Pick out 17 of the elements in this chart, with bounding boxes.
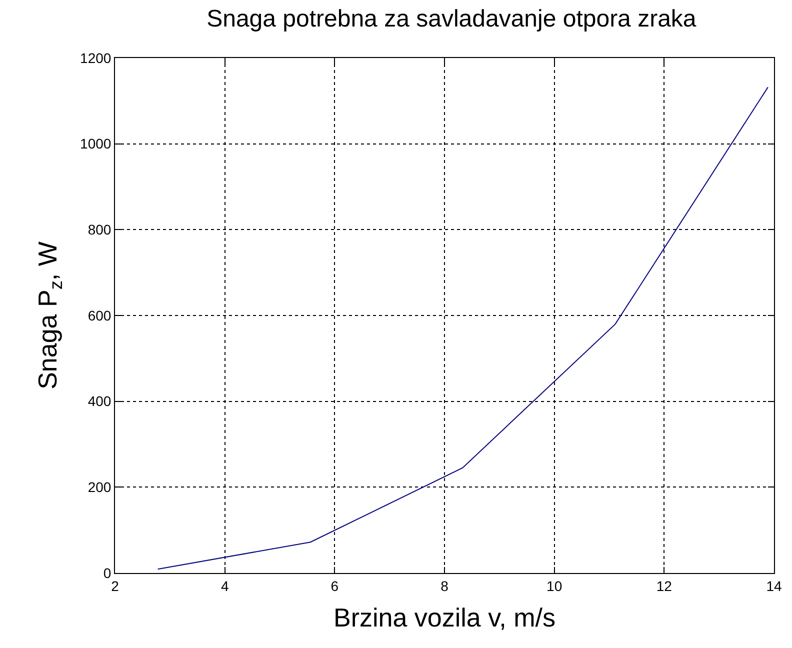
y-tick-label: 600: [88, 307, 112, 324]
x-tick-label: 14: [766, 578, 782, 594]
y-tick-label: 0: [103, 564, 112, 581]
line-series: [157, 86, 768, 570]
chart-title: Snaga potrebna za savladavanje otpora zraka: [206, 6, 697, 33]
y-tick-label: 1200: [80, 50, 112, 66]
y-tick-label: 1000: [80, 136, 112, 152]
x-tick-label: 4: [220, 578, 229, 594]
x-tick-label: 6: [330, 578, 339, 594]
x-tick-label: 10: [546, 578, 562, 594]
y-tick-label: 200: [88, 479, 112, 496]
x-axis-title: Brzina vozila v, m/s: [333, 602, 556, 632]
y-tick-label: 400: [88, 393, 112, 410]
x-tick-label: 12: [656, 578, 672, 594]
x-tick-label: 8: [440, 578, 449, 594]
x-tick-label: 2: [111, 578, 120, 594]
y-tick-label: 800: [88, 222, 112, 238]
